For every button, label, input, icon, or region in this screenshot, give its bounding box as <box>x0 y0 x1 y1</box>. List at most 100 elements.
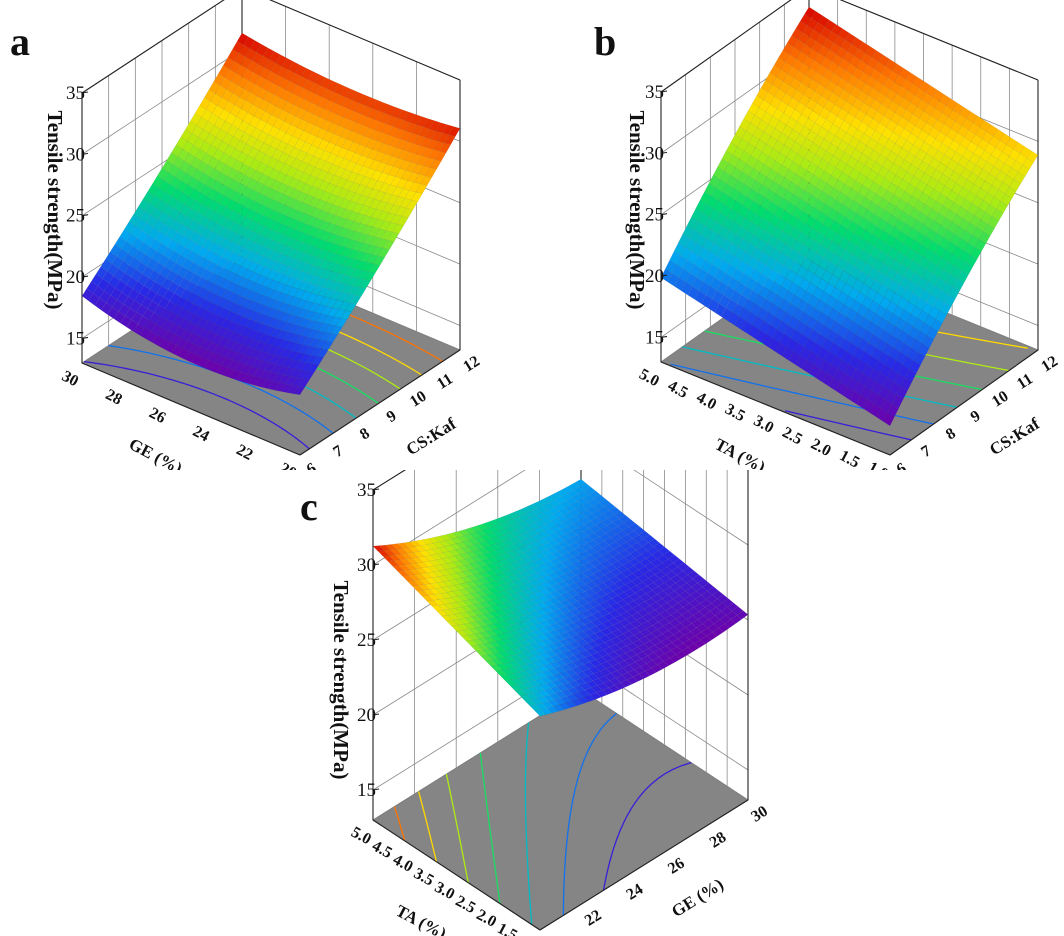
surface-cell <box>881 242 893 256</box>
surface-cell <box>511 678 524 685</box>
surface-cell <box>209 125 221 138</box>
surface-cell <box>1009 179 1021 192</box>
surface-cell <box>894 218 906 232</box>
surface-cell <box>932 89 944 102</box>
surface-cell <box>853 192 866 206</box>
x-tick-label: 3.5 <box>411 865 437 889</box>
surface-cell <box>685 272 697 287</box>
surface-cell <box>328 91 341 104</box>
surface-cell <box>864 308 876 322</box>
surface-cell <box>301 300 314 311</box>
surface-cell <box>203 359 216 371</box>
surface-cell <box>768 303 780 317</box>
surface-cell <box>343 150 356 162</box>
surface-cell <box>171 345 184 357</box>
z-tick-label: 25 <box>357 630 376 651</box>
surface-cell <box>326 233 339 244</box>
contour-line <box>479 752 501 904</box>
surface-cell <box>796 51 808 64</box>
surface-cell <box>372 140 384 152</box>
surface-cell <box>271 106 283 119</box>
surface-cell <box>903 268 916 282</box>
x-tick-label: 2.5 <box>453 893 479 917</box>
surface-cell <box>889 381 901 396</box>
surface-cell <box>272 271 285 283</box>
surface-cell <box>357 233 369 244</box>
surface-cell <box>791 239 804 253</box>
surface-cell <box>628 557 641 567</box>
surface-cell <box>908 326 921 340</box>
surface-cell <box>863 275 876 289</box>
surface-cell <box>653 649 666 658</box>
surface-cell <box>588 566 600 575</box>
surface-cell <box>263 287 276 299</box>
surface-cell <box>284 266 296 277</box>
surface-cell <box>269 290 282 301</box>
surface-cell <box>901 79 913 92</box>
surface-cell <box>930 318 943 332</box>
surface-cell <box>848 136 860 150</box>
surface-cell <box>594 494 606 503</box>
surface-cell <box>286 207 299 219</box>
surface-cell <box>785 85 797 98</box>
surface-cell <box>885 59 897 71</box>
surface-cell <box>717 158 729 172</box>
surface-cell <box>193 336 206 348</box>
surface-cell <box>565 571 577 579</box>
y-tick-label: 7 <box>918 442 934 461</box>
surface-cell <box>870 130 883 143</box>
surface-cell <box>903 235 915 249</box>
surface-cell <box>322 88 334 101</box>
y-tick-label: 30 <box>748 803 771 826</box>
surface-cell <box>825 228 837 242</box>
surface-cell <box>772 329 785 344</box>
surface-cell <box>952 278 965 292</box>
z-tick-label: 15 <box>66 328 85 349</box>
surface-cell <box>705 251 717 265</box>
surface-cell <box>590 585 603 594</box>
surface-cell <box>943 229 955 242</box>
z-tick-mark <box>81 336 89 339</box>
surface-cell <box>218 226 230 239</box>
surface-cell <box>305 319 317 330</box>
surface-cell <box>837 291 849 305</box>
surface-cell <box>861 83 873 96</box>
panel-letter: b <box>594 19 616 64</box>
top-frame <box>372 470 748 491</box>
surface-cell <box>896 386 908 400</box>
surface-cell <box>614 648 626 657</box>
surface-cell <box>766 136 778 149</box>
surface-cell <box>825 111 838 124</box>
surface-cell <box>660 602 673 611</box>
surface-cell <box>530 572 543 580</box>
surface-cell <box>682 639 695 648</box>
surface-cell <box>499 521 512 529</box>
surface-cell <box>766 201 779 215</box>
surface-cell <box>577 631 590 639</box>
surface-cell <box>975 157 988 170</box>
surface-cell <box>891 206 904 220</box>
surface-cell <box>272 231 285 244</box>
surface-cell <box>342 179 354 191</box>
surface-cell <box>687 643 700 652</box>
surface-cell <box>814 114 827 128</box>
surface-cell <box>582 501 594 510</box>
surface-cell <box>366 217 379 228</box>
surface-cell <box>982 192 995 205</box>
surface-cell <box>265 145 277 158</box>
surface-cell <box>184 351 196 363</box>
surface-cell <box>330 325 343 335</box>
surface-cell <box>309 125 322 137</box>
surface-cell <box>574 612 587 621</box>
surface-cell <box>122 253 135 266</box>
surface-cell <box>411 191 423 202</box>
surface-cell <box>751 247 764 261</box>
surface-cell <box>686 615 699 624</box>
z-tick-mark <box>81 275 89 278</box>
surface-cell <box>363 271 376 282</box>
surface-cell <box>319 150 332 162</box>
surface-cell <box>287 286 299 298</box>
surface-cell <box>524 511 537 519</box>
surface-cell <box>842 164 854 177</box>
surface-cell <box>828 123 840 136</box>
